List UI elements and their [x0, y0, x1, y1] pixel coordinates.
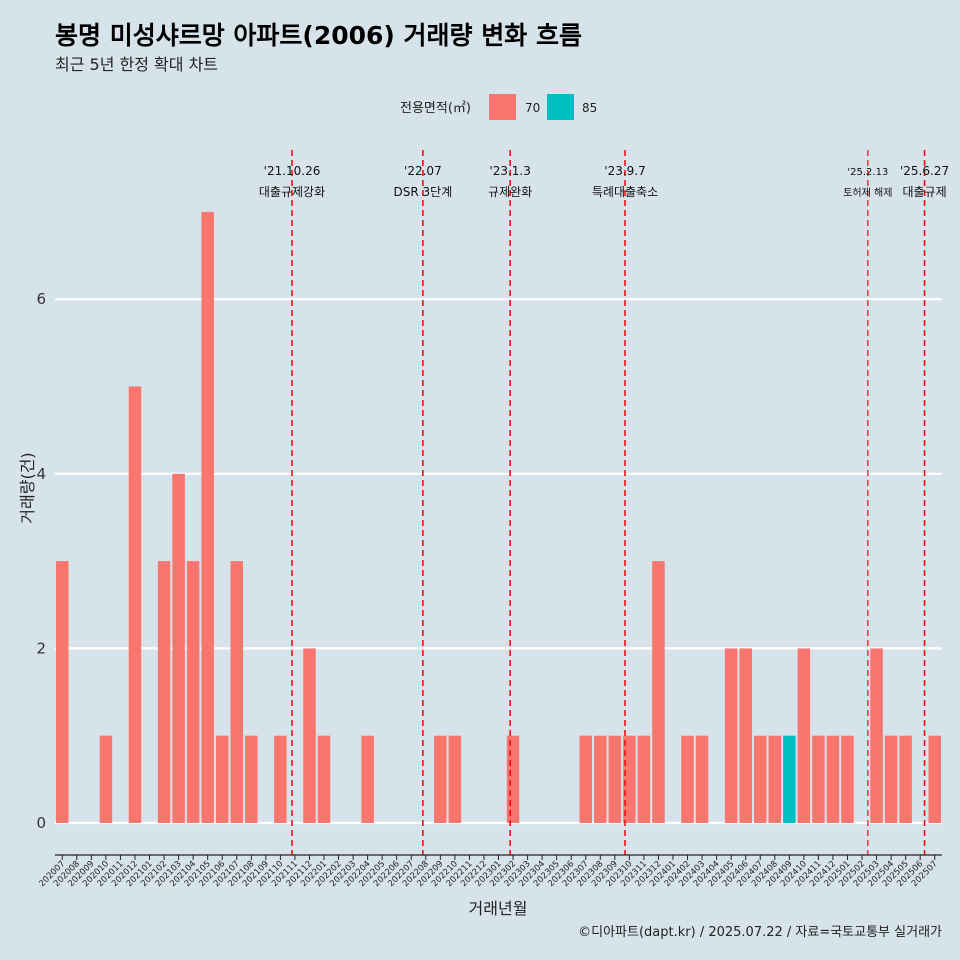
bar-70-202210: [448, 735, 462, 823]
legend-label-85: 85: [582, 101, 597, 115]
bar-70-202503: [870, 648, 883, 823]
bar-85-202409: [783, 735, 796, 823]
bars-layer: [56, 211, 941, 823]
legend-swatch-85: [547, 94, 574, 120]
event-date: '25.2.13: [847, 167, 888, 178]
y-axis: 0 2 4 6: [36, 290, 46, 832]
legend: 전용면적(㎡) 70 85: [400, 94, 597, 120]
bar-70-202310: [623, 735, 636, 823]
y-tick-label: 6: [36, 290, 46, 308]
bar-70-202209: [434, 735, 447, 823]
x-axis-title: 거래년월: [469, 899, 528, 918]
bar-70-202405: [724, 648, 738, 823]
event-date: '23.9.7: [604, 164, 645, 178]
bar-70-202411: [812, 735, 825, 823]
bar-70-202410: [797, 648, 811, 823]
events-layer: '21.10.26 대출규제강화 '22.07 DSR 3단계 '23.1.3 규제완화 '…: [259, 150, 949, 855]
event-label: 토허제 해제: [843, 186, 892, 199]
bar-70-202106: [215, 735, 229, 823]
bar-70-202308: [594, 735, 607, 823]
bar-70-202505: [899, 735, 912, 823]
event-label: 대출규제: [902, 185, 946, 199]
bar-70-202104: [186, 561, 200, 823]
bar-70-202107: [230, 561, 244, 823]
x-axis: 2020072020082020092020102020112020122021…: [37, 854, 942, 889]
legend-label-70: 70: [525, 101, 540, 115]
bar-70-202110: [274, 735, 287, 823]
bar-70-202309: [608, 735, 622, 823]
legend-swatch-70: [489, 94, 516, 120]
event-date: '25.6.27: [900, 164, 949, 178]
bar-70-202010: [99, 735, 113, 823]
event-label: 특례대출축소: [592, 185, 658, 199]
y-axis-title: 거래량(건): [18, 452, 37, 523]
bar-70-202103: [172, 473, 185, 823]
event-label: 규제완화: [488, 185, 532, 199]
chart-subtitle: 최근 5년 한정 확대 차트: [55, 55, 218, 74]
event-label: 대출규제강화: [259, 185, 325, 199]
bar-70-202311: [637, 735, 651, 823]
bar-70-202204: [361, 735, 374, 823]
caption: ©디아파트(dapt.kr) / 2025.07.22 / 자료=국토교통부 실…: [578, 925, 942, 940]
bar-70-202408: [768, 735, 782, 823]
bar-70-202012: [128, 386, 142, 823]
bar-70-202402: [681, 735, 694, 823]
y-tick-label: 2: [36, 639, 46, 657]
bar-70-202105: [201, 211, 214, 823]
bar-70-202507: [928, 735, 941, 823]
bar-70-202007: [56, 561, 69, 823]
legend-title: 전용면적(㎡): [400, 101, 471, 116]
bar-70-202108: [245, 735, 258, 823]
bar-70-202302: [506, 735, 520, 823]
event-date: '23.1.3: [489, 164, 530, 178]
bar-70-202412: [826, 735, 840, 823]
bar-70-202201: [317, 735, 331, 823]
bar-70-202501: [841, 735, 854, 823]
bar-70-202407: [753, 735, 767, 823]
bar-70-202307: [579, 735, 592, 823]
bar-70-202112: [303, 648, 316, 823]
event-date: '21.10.26: [264, 164, 321, 178]
y-tick-label: 0: [36, 814, 46, 832]
y-tick-label: 4: [36, 465, 46, 483]
event-date: '22.07: [404, 164, 442, 178]
chart-title: 봉명 미성샤르망 아파트(2006) 거래량 변화 흐름: [55, 21, 582, 50]
bar-70-202403: [695, 735, 709, 823]
bar-70-202406: [739, 648, 752, 823]
bar-70-202504: [884, 735, 898, 823]
event-label: DSR 3단계: [394, 185, 453, 199]
bar-70-202102: [157, 561, 171, 823]
bar-70-202312: [652, 561, 665, 823]
